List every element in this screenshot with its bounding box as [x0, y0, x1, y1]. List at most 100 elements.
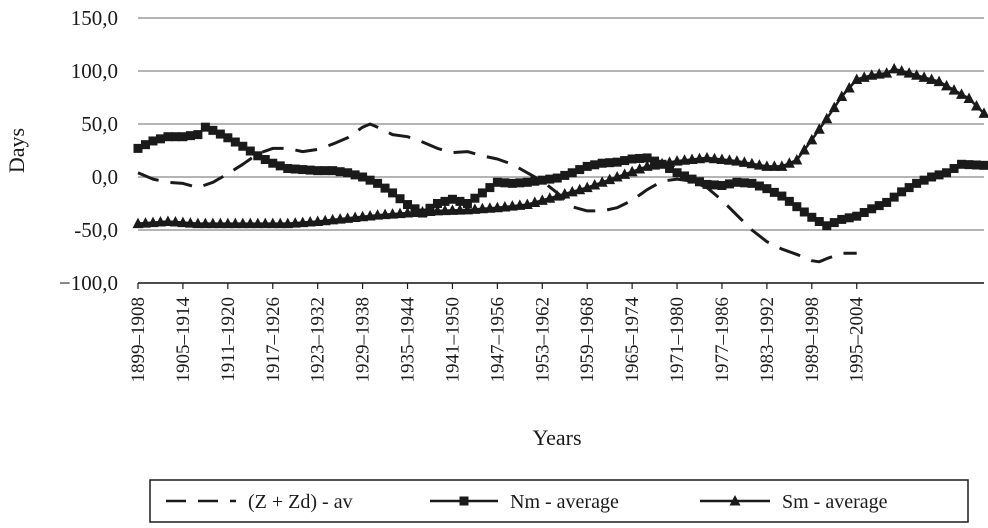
series-marker — [942, 168, 952, 178]
series-marker — [567, 168, 577, 178]
x-tick-label: 1911–1920 — [218, 297, 239, 382]
x-tick-label: 1953–1962 — [532, 297, 553, 383]
legend-label: (Z + Zd) - av — [248, 491, 353, 513]
series-marker — [289, 217, 301, 228]
x-tick-label: 1959–1968 — [577, 297, 598, 383]
series-marker — [918, 71, 930, 82]
series-marker — [611, 171, 623, 182]
series-marker — [358, 172, 368, 182]
series-marker — [784, 196, 794, 206]
series-marker — [612, 157, 622, 167]
series-marker — [560, 170, 570, 180]
legend-label: Sm - average — [782, 491, 888, 513]
series-marker — [926, 73, 938, 84]
series-marker — [446, 204, 458, 215]
series-marker — [738, 156, 750, 167]
series-marker — [635, 153, 645, 163]
series-marker — [694, 152, 706, 164]
series-marker — [485, 183, 495, 193]
series-marker — [979, 160, 988, 170]
series-marker — [881, 67, 893, 78]
series-marker — [484, 202, 496, 213]
series-marker — [753, 159, 765, 170]
series-marker — [514, 199, 526, 210]
series-marker — [687, 174, 697, 184]
series-marker — [140, 140, 150, 150]
series-marker — [762, 184, 772, 194]
series-marker — [147, 216, 159, 228]
series-marker — [342, 212, 354, 223]
series-marker — [859, 208, 869, 218]
series-marker — [754, 181, 764, 191]
x-tick-label: 1995–2004 — [847, 297, 868, 383]
series-1 — [137, 122, 857, 264]
series-marker — [768, 160, 780, 171]
y-axis-title: Days — [4, 128, 29, 173]
series-marker — [731, 155, 743, 166]
x-tick-label: 1899–1908 — [128, 297, 149, 383]
series-marker — [620, 156, 630, 166]
series-marker — [459, 496, 469, 506]
series-marker — [642, 153, 652, 163]
series-marker — [837, 214, 847, 224]
series-marker — [590, 160, 600, 170]
series-marker — [619, 168, 631, 179]
series-marker — [133, 143, 143, 153]
series-marker — [163, 132, 173, 142]
series-3 — [132, 62, 988, 229]
x-tick-label: 1983–1992 — [757, 297, 778, 383]
series-marker — [290, 164, 300, 174]
series-marker — [904, 183, 914, 193]
series-marker — [701, 151, 713, 163]
series-marker — [229, 217, 241, 229]
x-tick-label: 1923–1932 — [308, 297, 329, 383]
series-marker — [207, 217, 219, 229]
series-marker — [783, 157, 795, 168]
series-marker — [597, 158, 607, 168]
series-marker — [199, 217, 211, 229]
series-marker — [208, 125, 218, 135]
series-marker — [192, 217, 204, 229]
series-marker — [829, 218, 839, 228]
series-marker — [604, 173, 616, 185]
series-marker — [866, 69, 878, 80]
series-marker — [530, 176, 540, 186]
x-tick-label: 1947–1956 — [487, 297, 508, 383]
series-marker — [178, 132, 188, 142]
legend: (Z + Zd) - av Nm - average Sm - average — [149, 479, 969, 523]
series-marker — [343, 168, 353, 178]
series-marker — [724, 179, 734, 189]
series-line — [137, 122, 857, 264]
y-tick-label: 150,0 — [71, 6, 118, 30]
x-tick-label: 1971–1980 — [667, 297, 688, 383]
series-marker — [589, 178, 601, 190]
series-marker — [596, 176, 608, 187]
series-marker — [972, 160, 982, 170]
series-marker — [500, 178, 510, 188]
series-marker — [469, 203, 481, 214]
series-marker — [506, 200, 518, 211]
series-marker — [717, 180, 727, 190]
series-2 — [133, 122, 988, 231]
y-tick-label: −100,0 — [59, 271, 118, 295]
series-lines — [132, 62, 988, 264]
series-marker — [327, 213, 339, 225]
series-marker — [305, 165, 315, 175]
series-marker — [162, 215, 174, 227]
series-marker — [499, 200, 511, 212]
y-tick-label: 0,0 — [92, 165, 118, 189]
x-tick-label: 1929–1938 — [353, 297, 374, 383]
series-marker — [933, 75, 945, 87]
series-marker — [582, 161, 592, 171]
series-marker — [462, 199, 472, 208]
y-tick-labels: 150,0 100,0 50,0 0,0 -50,0 −100,0 — [59, 6, 118, 295]
series-marker — [873, 68, 885, 79]
series-marker — [798, 143, 810, 155]
series-marker — [335, 167, 345, 177]
series-marker — [424, 205, 436, 216]
series-marker — [328, 166, 338, 176]
series-marker — [440, 196, 450, 206]
y-tick-label: 100,0 — [71, 59, 118, 83]
series-marker — [776, 160, 788, 171]
